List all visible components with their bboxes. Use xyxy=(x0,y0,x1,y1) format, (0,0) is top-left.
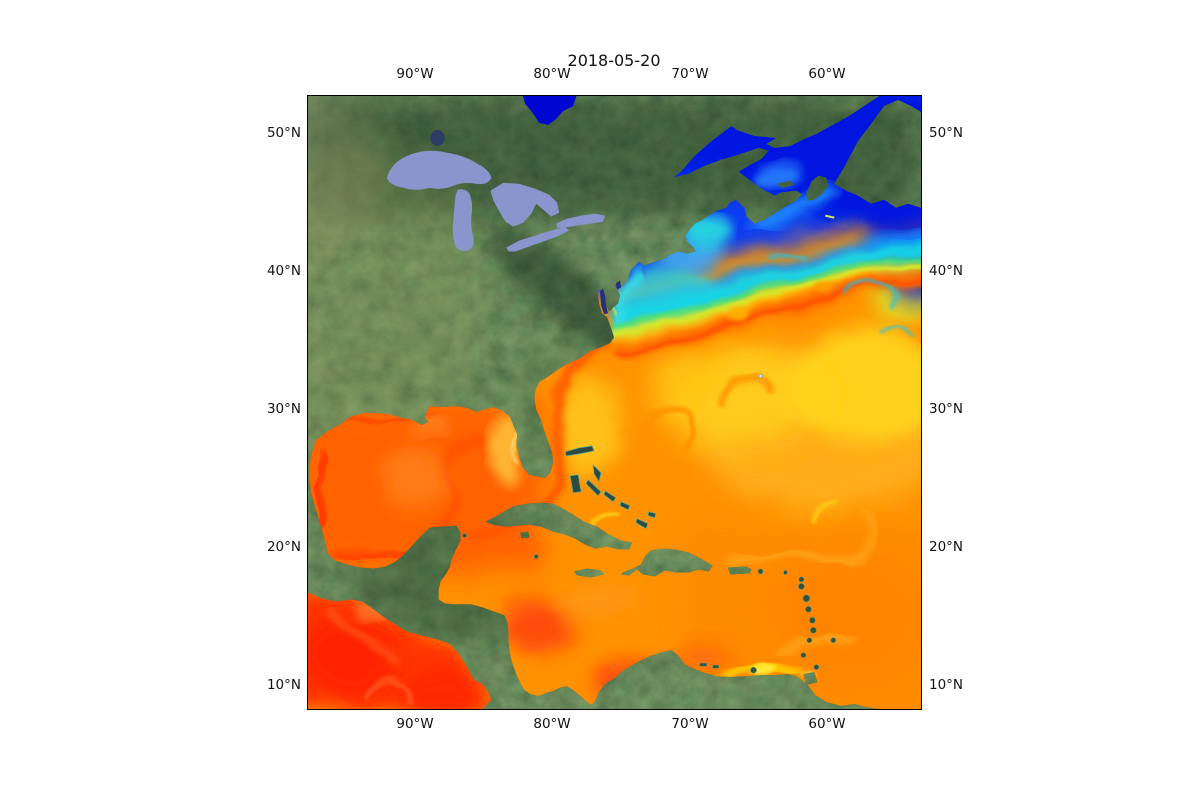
tick-label-bottom-60w: 60°W xyxy=(808,716,846,732)
lesser-antilles xyxy=(462,533,837,674)
great-lakes xyxy=(386,150,606,252)
lake-huron xyxy=(490,182,560,227)
sable-island xyxy=(825,214,835,219)
tick-label-right-30n: 30°N xyxy=(929,401,964,417)
tick-label-top-60w: 60°W xyxy=(808,66,846,82)
tick-label-right-20n: 20°N xyxy=(929,539,964,555)
inland-water-layer xyxy=(386,96,621,315)
tick-label-left-40n: 40°N xyxy=(266,263,301,279)
gulf-stream-front xyxy=(613,270,921,359)
lake-erie xyxy=(506,226,570,252)
tick-label-top-80w: 80°W xyxy=(533,66,571,82)
tick-label-top-70w: 70°W xyxy=(671,66,709,82)
tick-label-left-20n: 20°N xyxy=(266,539,301,555)
islands-layer xyxy=(462,214,837,674)
delaware-bay xyxy=(615,280,621,290)
tick-label-bottom-90w: 90°W xyxy=(396,716,434,732)
tick-label-left-30n: 30°N xyxy=(266,401,301,417)
tick-label-right-50n: 50°N xyxy=(929,125,964,141)
plot-title: 2018-05-20 xyxy=(567,51,661,70)
bermuda xyxy=(758,374,763,379)
tick-label-left-10n: 10°N xyxy=(266,677,301,693)
lake-nipigon xyxy=(430,129,445,146)
tick-label-top-90w: 90°W xyxy=(396,66,434,82)
tick-label-bottom-80w: 80°W xyxy=(533,716,571,732)
sst-map-svg xyxy=(308,96,921,709)
bahamas-banks xyxy=(564,445,657,530)
lake-ontario xyxy=(556,213,606,228)
james-bay xyxy=(522,96,577,125)
tick-label-right-40n: 40°N xyxy=(929,263,964,279)
tick-label-right-10n: 10°N xyxy=(929,677,964,693)
tick-label-left-50n: 50°N xyxy=(266,125,301,141)
tick-label-bottom-70w: 70°W xyxy=(671,716,709,732)
lake-michigan xyxy=(452,189,474,251)
chesapeake-bay xyxy=(600,288,609,315)
lake-superior xyxy=(386,150,492,190)
map-canvas xyxy=(307,95,922,710)
